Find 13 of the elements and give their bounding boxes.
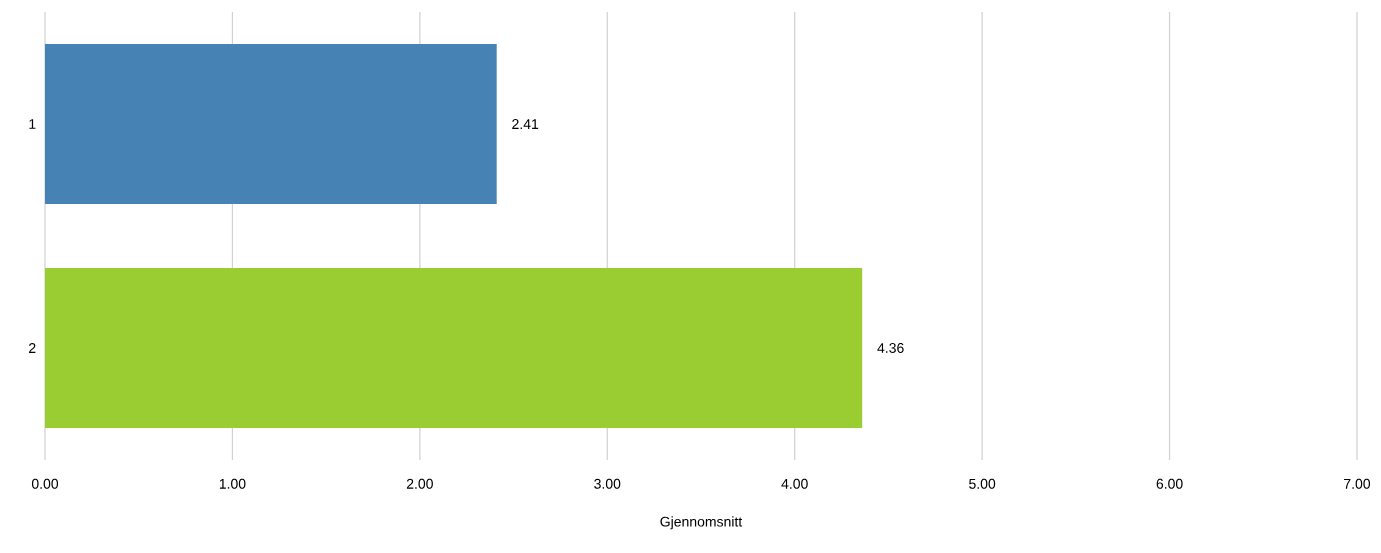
x-tick-label: 0.00 xyxy=(31,478,59,489)
x-tick-label: 2.00 xyxy=(406,478,433,489)
x-tick-label: 3.00 xyxy=(594,478,621,489)
data-label: 4.36 xyxy=(877,343,904,353)
data-label: 2.41 xyxy=(512,119,539,129)
y-tick-label: 1 xyxy=(29,119,36,129)
x-axis-title: Gjennomsnitt xyxy=(660,516,743,530)
y-tick-label: 2 xyxy=(29,343,36,353)
x-tick-label: 5.00 xyxy=(969,478,996,489)
x-tick-label: 4.00 xyxy=(781,478,808,489)
x-tick-label: 7.00 xyxy=(1344,478,1371,489)
x-tick-label: 1.00 xyxy=(219,478,246,489)
x-tick-label: 6.00 xyxy=(1156,478,1183,489)
